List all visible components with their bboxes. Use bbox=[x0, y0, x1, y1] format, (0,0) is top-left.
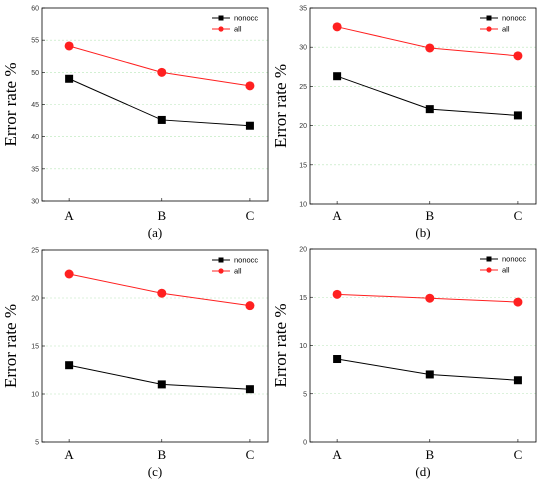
y-tick-label: 20 bbox=[299, 123, 307, 130]
x-tick-label-C: C bbox=[246, 208, 255, 223]
y-tick-label: 5 bbox=[303, 391, 307, 398]
legend-label-nonocc: nonocc bbox=[502, 14, 526, 23]
y-tick-label: 60 bbox=[31, 6, 39, 13]
y-tick-label: 25 bbox=[299, 84, 307, 91]
legend-label-nonocc: nonocc bbox=[234, 256, 258, 265]
data-point-all-A bbox=[332, 22, 342, 32]
legend-label-all: all bbox=[234, 25, 242, 34]
data-point-all-A bbox=[64, 41, 74, 51]
y-tick-label: 35 bbox=[31, 166, 39, 173]
data-point-all-B bbox=[157, 67, 167, 77]
y-tick-label: 20 bbox=[31, 296, 39, 303]
y-tick-label: 45 bbox=[31, 102, 39, 109]
data-point-nonocc-C bbox=[513, 111, 522, 120]
legend-label-nonocc: nonocc bbox=[234, 14, 258, 23]
y-tick-label: 15 bbox=[299, 295, 307, 302]
data-point-all-A bbox=[64, 269, 74, 279]
y-axis-title: Error rate % bbox=[271, 303, 290, 387]
data-point-all-C bbox=[513, 51, 523, 61]
data-point-all-C bbox=[513, 297, 523, 307]
y-tick-label: 10 bbox=[31, 392, 39, 399]
data-point-all-A bbox=[332, 289, 342, 299]
x-tick-label-C: C bbox=[246, 447, 255, 462]
data-point-nonocc-B bbox=[157, 115, 166, 124]
legend-marker-nonocc bbox=[218, 15, 224, 21]
data-point-nonocc-B bbox=[157, 380, 166, 389]
panel-caption: (c) bbox=[148, 464, 162, 479]
panel-caption: (a) bbox=[148, 225, 162, 240]
plot-frame bbox=[309, 7, 537, 205]
y-tick-label: 20 bbox=[299, 247, 307, 254]
y-tick-label: 0 bbox=[303, 440, 307, 447]
y-tick-label: 25 bbox=[31, 248, 39, 255]
legend-marker-nonocc bbox=[218, 257, 224, 263]
legend-label-all: all bbox=[502, 266, 510, 275]
y-tick-label: 30 bbox=[299, 45, 307, 52]
panel-caption: (b) bbox=[415, 225, 430, 240]
legend-marker-nonocc bbox=[486, 15, 492, 21]
x-tick-label-C: C bbox=[514, 208, 523, 223]
y-tick-label: 5 bbox=[35, 440, 39, 447]
data-point-all-B bbox=[425, 43, 435, 53]
legend-marker-nonocc bbox=[486, 256, 492, 262]
data-point-nonocc-A bbox=[65, 361, 74, 370]
data-point-nonocc-C bbox=[245, 121, 254, 130]
x-tick-label-C: C bbox=[514, 447, 523, 462]
y-axis-title: Error rate % bbox=[1, 304, 20, 388]
x-tick-label-A: A bbox=[332, 208, 342, 223]
data-point-nonocc-A bbox=[65, 74, 74, 83]
panel-caption: (d) bbox=[415, 464, 430, 479]
data-point-nonocc-B bbox=[425, 105, 434, 114]
data-point-nonocc-A bbox=[333, 72, 342, 81]
legend-marker-all bbox=[486, 26, 492, 32]
y-tick-label: 15 bbox=[31, 344, 39, 351]
chart-panel-0: 30 35 40 45 50 55 60 A B C Error rate % (a) nonocc al… bbox=[1, 6, 269, 240]
data-point-nonocc-B bbox=[425, 370, 434, 379]
y-tick-label: 10 bbox=[299, 202, 307, 209]
y-tick-label: 15 bbox=[299, 162, 307, 169]
x-tick-label-B: B bbox=[425, 447, 434, 462]
y-tick-label: 35 bbox=[299, 6, 307, 13]
y-tick-label: 30 bbox=[31, 199, 39, 206]
legend-marker-all bbox=[218, 268, 224, 274]
data-point-nonocc-C bbox=[513, 376, 522, 385]
x-tick-label-A: A bbox=[64, 447, 74, 462]
y-tick-label: 55 bbox=[31, 38, 39, 45]
y-tick-label: 50 bbox=[31, 70, 39, 77]
legend-marker-all bbox=[218, 26, 224, 32]
y-axis-title: Error rate % bbox=[271, 64, 290, 148]
data-point-nonocc-C bbox=[245, 385, 254, 394]
x-tick-label-A: A bbox=[64, 208, 74, 223]
data-point-all-B bbox=[157, 288, 167, 298]
x-tick-label-B: B bbox=[425, 208, 434, 223]
legend-label-all: all bbox=[234, 267, 242, 276]
y-tick-label: 10 bbox=[299, 343, 307, 350]
data-point-all-C bbox=[245, 81, 255, 91]
x-tick-label-B: B bbox=[157, 447, 166, 462]
x-tick-label-B: B bbox=[157, 208, 166, 223]
data-point-nonocc-A bbox=[333, 355, 342, 364]
data-point-all-C bbox=[245, 301, 255, 311]
legend-label-nonocc: nonocc bbox=[502, 255, 526, 264]
chart-panel-2: 5 10 15 20 25 A B C Error rate % (c) nonocc all bbox=[1, 248, 269, 479]
y-axis-title: Error rate % bbox=[1, 62, 20, 146]
chart-panel-3: 0 5 10 15 20 A B C Error rate % (d) nonocc all bbox=[271, 247, 537, 479]
x-tick-label-A: A bbox=[332, 447, 342, 462]
legend-label-all: all bbox=[502, 25, 510, 34]
series-line-all bbox=[68, 45, 250, 87]
data-point-all-B bbox=[425, 293, 435, 303]
legend-marker-all bbox=[486, 267, 492, 273]
chart-panel-1: 10 15 20 25 30 35 A B C Error rate % (b) nonocc all bbox=[271, 6, 537, 240]
y-tick-label: 40 bbox=[31, 134, 39, 141]
